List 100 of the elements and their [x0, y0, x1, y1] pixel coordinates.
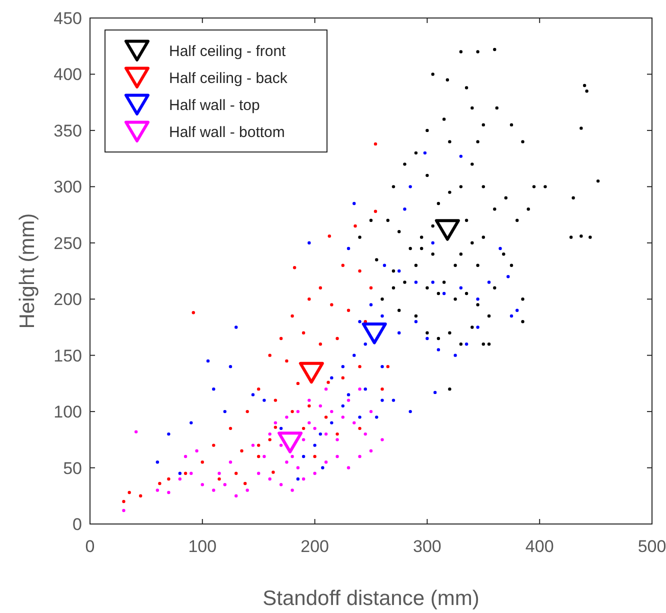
point — [218, 477, 221, 481]
x-tick-label: 400 — [525, 537, 554, 556]
point — [167, 490, 170, 494]
point — [246, 410, 249, 414]
x-axis-title: Standoff distance (mm) — [262, 587, 480, 610]
point — [122, 508, 126, 512]
point — [128, 490, 131, 494]
point — [341, 264, 344, 267]
point — [274, 421, 278, 424]
point — [285, 359, 288, 363]
y-tick-label: 150 — [54, 346, 82, 366]
point — [279, 444, 283, 447]
x-tick-label: 500 — [638, 537, 666, 556]
point — [268, 432, 272, 436]
x-tick-label: 100 — [188, 537, 217, 556]
point — [296, 410, 300, 414]
y-tick-label: 0 — [72, 515, 82, 534]
point — [290, 454, 294, 458]
point — [352, 421, 356, 424]
point — [234, 494, 238, 498]
point — [218, 472, 221, 475]
point — [200, 483, 204, 486]
y-tick-label: 250 — [54, 234, 82, 253]
point — [122, 500, 126, 504]
point — [212, 488, 216, 492]
y-tick-label: 200 — [54, 290, 82, 310]
point — [308, 421, 311, 424]
point — [302, 477, 306, 481]
y-tick-label: 450 — [54, 9, 82, 28]
point — [354, 224, 357, 228]
point — [234, 472, 238, 475]
legend-label: Half ceiling - front — [169, 43, 287, 60]
point — [290, 410, 294, 414]
point — [285, 460, 288, 464]
legend-label: Half ceiling - back — [169, 70, 288, 87]
point — [341, 376, 344, 380]
point — [324, 416, 328, 419]
point — [285, 416, 288, 419]
point — [302, 438, 306, 442]
point — [358, 364, 362, 368]
point — [298, 362, 324, 384]
y-tick-label: 50 — [63, 458, 82, 478]
y-tick-label: 300 — [54, 178, 82, 197]
point — [364, 432, 367, 436]
point — [240, 449, 244, 453]
point — [330, 410, 334, 414]
point — [336, 454, 339, 458]
point — [184, 472, 188, 475]
point — [308, 298, 311, 301]
point — [308, 398, 311, 402]
point — [228, 460, 232, 464]
point — [244, 482, 247, 486]
point — [346, 398, 350, 402]
point — [274, 398, 278, 402]
point — [251, 444, 255, 447]
point — [246, 488, 249, 492]
y-tick-label: 100 — [54, 402, 82, 422]
point — [296, 382, 300, 386]
point — [279, 336, 283, 340]
point — [290, 314, 294, 318]
point — [358, 269, 362, 273]
point — [278, 432, 303, 454]
point — [190, 472, 193, 475]
point — [268, 438, 272, 442]
point — [296, 466, 300, 470]
point — [374, 210, 378, 214]
point — [308, 404, 311, 408]
point — [369, 286, 373, 290]
x-tick-label: 0 — [85, 537, 95, 556]
point — [257, 444, 260, 447]
point — [346, 466, 350, 470]
point — [434, 219, 460, 241]
point — [313, 472, 316, 475]
point — [272, 470, 275, 474]
x-tick-label: 200 — [300, 537, 329, 556]
x-tick-label: 300 — [413, 537, 442, 556]
point — [336, 432, 339, 436]
point — [138, 494, 142, 498]
point — [134, 430, 138, 434]
point — [318, 404, 322, 408]
point — [178, 477, 182, 481]
legend-label: Half wall - top — [169, 97, 260, 114]
point — [324, 387, 328, 391]
point — [318, 342, 322, 346]
y-tick-label: 350 — [54, 121, 82, 140]
point — [330, 303, 334, 306]
point — [262, 454, 266, 458]
point — [369, 410, 373, 414]
point — [274, 426, 278, 429]
point — [380, 387, 384, 391]
point — [346, 308, 350, 312]
point — [324, 432, 328, 436]
point — [374, 142, 378, 146]
point — [313, 426, 316, 430]
point — [212, 444, 216, 447]
point — [318, 286, 322, 290]
point — [386, 364, 390, 368]
point — [184, 454, 188, 458]
point — [302, 331, 306, 334]
point — [336, 438, 339, 442]
